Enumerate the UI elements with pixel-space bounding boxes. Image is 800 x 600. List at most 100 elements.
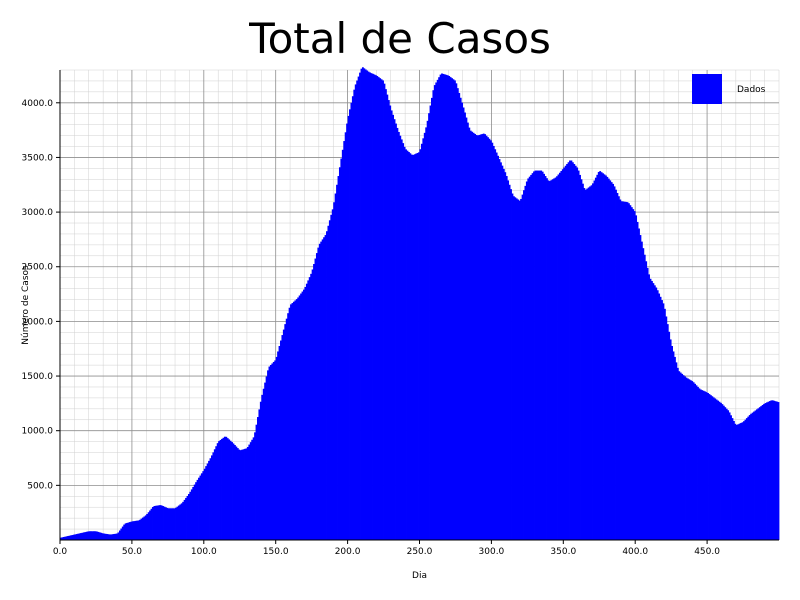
bar [406,150,409,541]
bar [97,531,100,540]
bar [399,135,402,540]
bar [393,119,396,541]
y-tick-label: 3000.0 [22,208,54,218]
bar [410,154,413,540]
bar [643,254,646,540]
bar [556,176,558,540]
bar [692,382,695,540]
bar [500,162,502,540]
bar [374,75,377,540]
bar [314,258,317,540]
bar [246,446,249,540]
bar [442,73,445,541]
bar [372,73,374,540]
bar [554,177,557,541]
bar [566,164,569,540]
bar [282,329,285,540]
bar [403,146,406,540]
bar [113,533,116,540]
bar [334,193,337,540]
bar [497,155,499,541]
bar [205,466,208,540]
bar [494,149,497,540]
bar [249,442,252,540]
bar [502,168,505,540]
bar [531,173,534,540]
x-axis-ticks: 0.0 50.0 100.0 150.0 200.0 250.0 300.0 350.0 400… [53,540,720,557]
bar [413,154,416,540]
bar [236,448,239,540]
bar [232,443,235,540]
y-tick-label: 2000.0 [22,317,54,327]
bar [350,102,353,540]
bar [741,422,744,540]
bar [607,178,610,540]
bar [357,76,360,540]
bar [295,299,298,540]
bar [242,449,245,540]
bar [392,114,395,540]
bar [303,289,305,540]
bar [587,187,590,540]
bar [456,88,459,540]
bar [134,520,137,540]
bar [731,418,734,540]
bar [384,89,387,541]
bar [80,533,82,540]
bar [163,506,166,540]
bar [62,536,65,540]
bar [705,392,708,540]
bar [766,402,768,540]
y-tick-label: 1500.0 [22,372,54,382]
bar [281,335,284,540]
bar [482,133,485,540]
bar [196,479,199,540]
bar [409,153,412,540]
bar [620,201,623,540]
bar [602,173,604,540]
bar [310,273,313,540]
bar [488,138,491,540]
bar [136,520,139,540]
bar [313,264,315,540]
bar [65,536,68,540]
y-tick-label: 4000.0 [22,99,54,109]
bar [190,489,193,540]
bar [354,84,357,540]
bar [666,324,669,540]
bar [648,274,650,540]
bar [735,424,738,540]
bar [691,381,694,540]
bar [300,293,302,540]
bar [760,406,763,540]
bar [317,247,320,540]
bar [721,404,724,540]
bar [277,351,279,540]
bar [596,174,599,540]
bar [758,407,761,540]
bar [485,135,488,540]
bar [275,356,278,540]
bar [344,132,347,541]
bar [581,183,584,540]
bar [254,432,256,540]
bar [287,313,290,540]
bar [90,531,93,540]
bar [689,380,692,540]
bar [428,113,430,541]
bar [479,134,482,540]
bar [407,151,410,540]
bar [353,89,356,541]
bar [521,194,524,540]
bar [669,339,672,540]
bar [744,419,747,540]
bar [255,424,258,540]
bar [619,199,622,540]
bar [95,531,98,540]
bar [707,392,709,540]
bar [606,176,609,540]
bar [661,300,663,540]
bar [226,438,229,540]
bar [210,455,213,540]
bar [271,363,274,540]
